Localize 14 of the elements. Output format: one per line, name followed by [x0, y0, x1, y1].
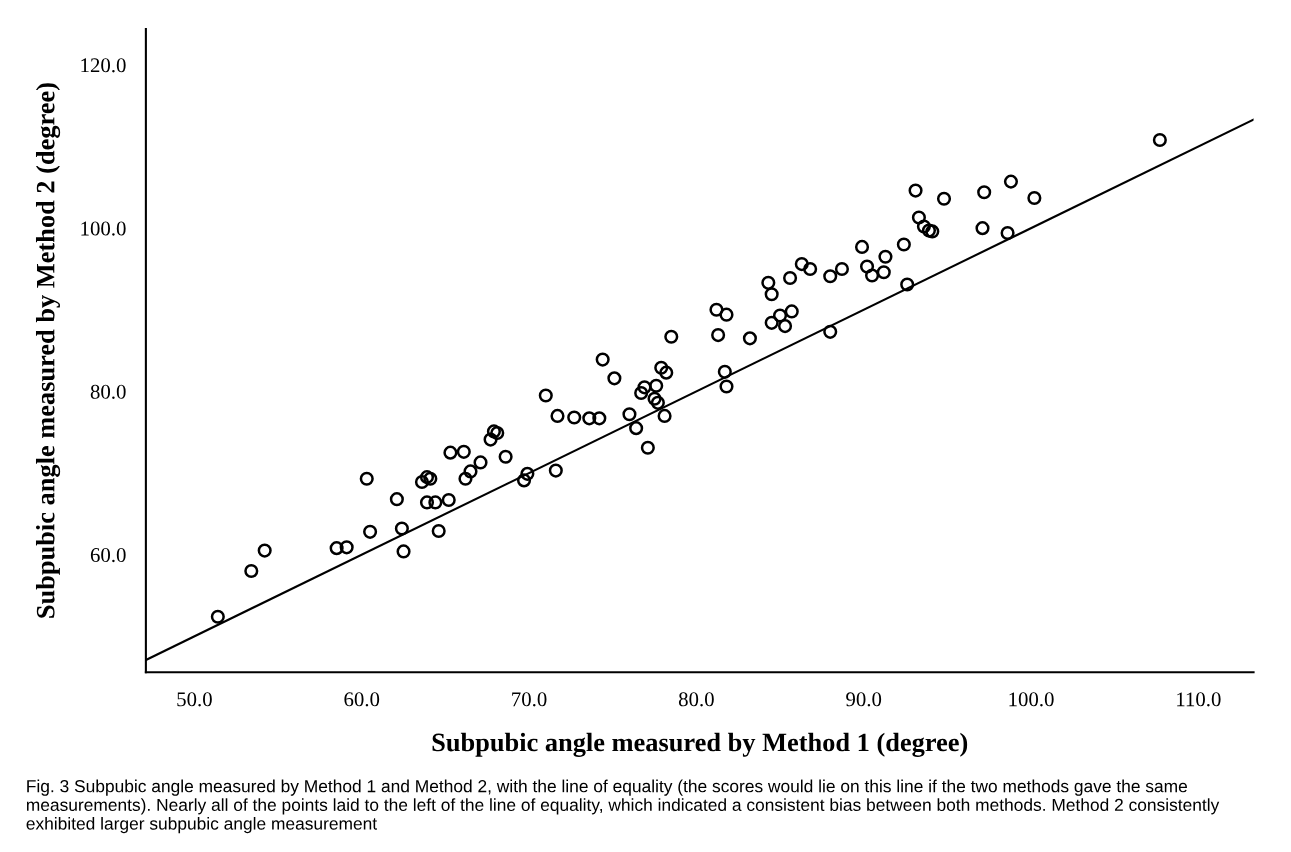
x-tick-label: 70.0 — [512, 692, 547, 707]
x-tick-label: 110.0 — [1177, 692, 1221, 707]
x-tick-label: 60.0 — [344, 692, 380, 707]
x-tick-label: 80.0 — [678, 692, 714, 707]
x-axis-title: Subpubic angle measured by Method 1 (degree) — [432, 732, 968, 757]
x-tick-label: 100.0 — [1009, 692, 1054, 707]
x-tick-label: 90.0 — [846, 692, 882, 707]
y-axis-title: Subpubic angle measured by Method 2 (degree) — [35, 83, 61, 618]
x-tick-label: 50.0 — [177, 692, 212, 707]
y-tick-label: 60.0 — [90, 548, 126, 563]
y-tick-label: 100.0 — [81, 221, 126, 236]
y-tick-label: 80.0 — [90, 384, 126, 399]
caption: Fig. 3 Subpubic angle measured by Method 1 and Method 2, with the line of equality (the scores would lie on this line if the two methods gave the same measurements). Nearly all of the points laid to the left of the line of equality, which indicated a consistent bias between both methods. Method 2 consistently exhibited larger subpubic angle measurement — [26, 779, 1220, 834]
y-tick-label: 120.0 — [81, 58, 126, 73]
